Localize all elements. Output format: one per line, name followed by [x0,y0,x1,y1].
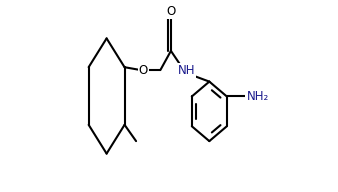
Text: O: O [166,5,175,18]
Text: NH: NH [177,64,195,77]
Text: O: O [139,64,148,77]
Text: NH₂: NH₂ [246,90,269,103]
